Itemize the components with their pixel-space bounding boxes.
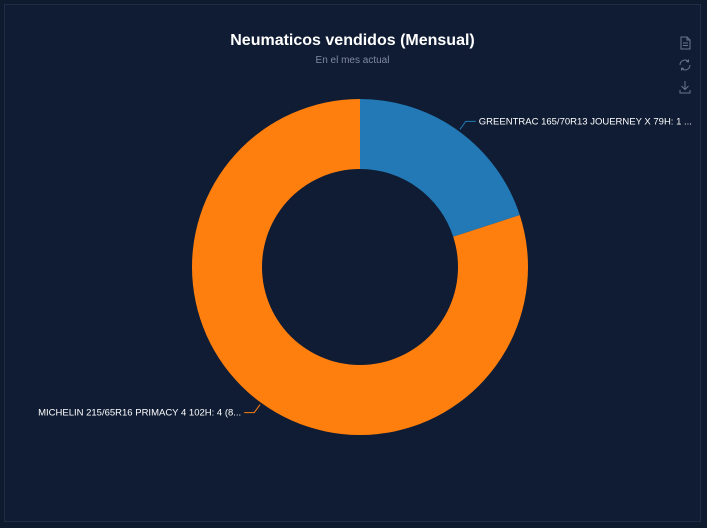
slice-label-1: MICHELIN 215/65R16 PRIMACY 4 102H: 4 (8.… <box>38 408 241 419</box>
label-leader-line-1 <box>244 404 261 414</box>
chart-subtitle: En el mes actual <box>315 55 390 66</box>
chart-title: Neumaticos vendidos (Mensual) <box>230 32 475 49</box>
slice-label-0: GREENTRAC 165/70R13 JOUERNEY X 79H: 1 ..… <box>479 116 692 127</box>
chart-panel: Neumaticos vendidos (Mensual) En el mes … <box>4 4 701 522</box>
donut-slice-0[interactable] <box>360 99 520 237</box>
label-leader-line-0 <box>459 120 476 130</box>
document-icon[interactable] <box>677 35 693 51</box>
refresh-icon[interactable] <box>677 57 693 73</box>
chart-toolbar <box>677 35 697 101</box>
donut-slice-1[interactable] <box>191 99 528 436</box>
donut-chart: GREENTRAC 165/70R13 JOUERNEY X 79H: 1 ..… <box>38 99 692 436</box>
download-icon[interactable] <box>677 79 693 95</box>
